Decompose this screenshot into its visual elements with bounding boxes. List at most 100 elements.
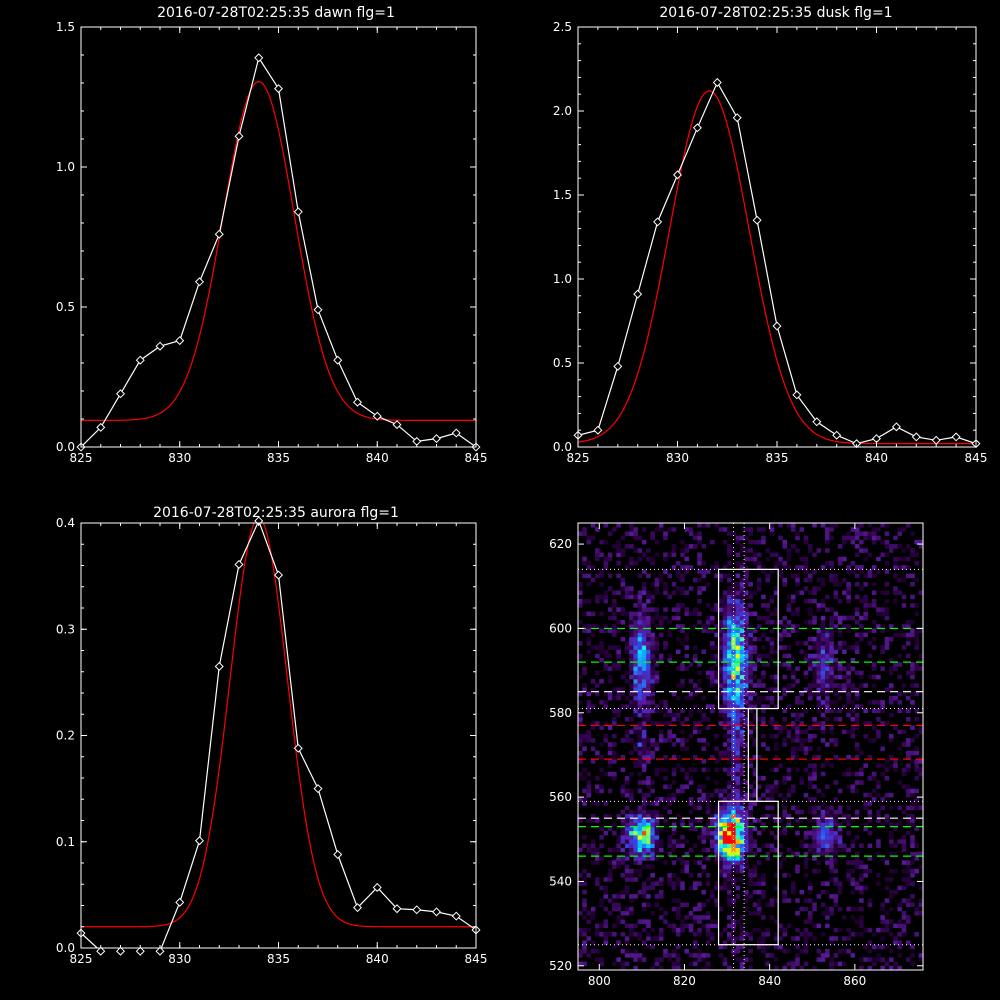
heatmap-cell [854, 851, 860, 857]
heatmap-cell [697, 835, 702, 840]
heatmap-cell [722, 666, 728, 671]
heatmap-cell [735, 885, 741, 891]
heatmap-cell [773, 611, 779, 617]
heatmap-cell [671, 843, 677, 849]
heatmap-cell [722, 594, 728, 600]
heatmap-cell [727, 746, 732, 752]
heatmap-cell [684, 548, 690, 553]
heatmap-cell [905, 754, 911, 760]
heatmap-cell [825, 645, 830, 650]
heatmap-cell [722, 940, 728, 945]
heatmap-cell [901, 767, 907, 773]
heatmap-cell [829, 738, 834, 743]
heatmap-cell [667, 843, 672, 849]
dusk-data-point [772, 321, 782, 331]
heatmap-cell [739, 565, 745, 570]
heatmap-cell [629, 847, 634, 853]
heatmap-cell [854, 742, 860, 747]
heatmap-cell [910, 851, 915, 857]
heatmap-cell [833, 953, 839, 958]
heatmap-cell [846, 822, 851, 827]
heatmap-cell [658, 729, 664, 735]
heatmap-cell [633, 594, 638, 600]
heatmap-cell [680, 577, 685, 583]
heatmap-cell [705, 961, 711, 967]
heatmap-cell [671, 881, 677, 886]
heatmap-cell [624, 953, 630, 958]
heatmap-cell [680, 885, 685, 891]
heatmap-cell [829, 822, 834, 827]
heatmap-cell [731, 839, 736, 844]
heatmap-cell [578, 927, 583, 933]
heatmap-cell [688, 822, 694, 827]
heatmap-cell [739, 712, 745, 718]
heatmap-cell [756, 830, 762, 836]
heatmap-cell [752, 645, 758, 650]
heatmap-cell [684, 556, 690, 562]
heatmap-cell [722, 636, 728, 642]
heatmap-cell [765, 695, 770, 701]
heatmap-cell [650, 662, 655, 667]
heatmap-cell [854, 531, 860, 536]
heatmap-cell [910, 548, 915, 553]
heatmap-cell [842, 624, 847, 629]
heatmap-cell [599, 679, 604, 684]
heatmap-cell [650, 607, 655, 612]
heatmap-cell [854, 573, 860, 579]
heatmap-cell [654, 582, 660, 587]
heatmap-cell [752, 767, 758, 773]
heatmap-cell [582, 889, 587, 895]
heatmap-cell [837, 544, 843, 549]
heatmap-cell [633, 653, 638, 659]
heatmap-cell [761, 569, 766, 574]
heatmap-cell [718, 830, 724, 836]
heatmap-cell [629, 953, 634, 958]
heatmap-cell [905, 915, 911, 920]
heatmap-cell [718, 624, 724, 629]
heatmap-cell [888, 877, 894, 882]
heatmap-cells [578, 523, 924, 971]
heatmap-cell [842, 683, 847, 688]
heatmap-cell [910, 788, 915, 794]
heatmap-cell [727, 544, 732, 549]
heatmap-cell [697, 687, 702, 692]
heatmap-cell [646, 645, 651, 650]
heatmap-cell [680, 843, 685, 849]
heatmap-cell [731, 927, 736, 933]
heatmap-cell [633, 826, 638, 832]
heatmap-cell [688, 797, 694, 802]
heatmap-cell [641, 940, 647, 945]
heatmap-cell [637, 636, 643, 642]
heatmap-cell [654, 961, 660, 967]
aurora-data-point [372, 882, 382, 892]
heatmap-cell [663, 552, 668, 558]
heatmap-cell [675, 611, 681, 617]
heatmap-cell [820, 957, 826, 962]
heatmap-cell [629, 683, 634, 688]
heatmap-cell [658, 877, 664, 882]
heatmap-cell [620, 636, 626, 642]
heatmap-cell [633, 860, 638, 865]
heatmap-cell [624, 885, 630, 891]
heatmap-cell [629, 666, 634, 671]
heatmap-cell [620, 894, 626, 899]
heatmap-cell [893, 767, 898, 773]
heatmap-cell [722, 565, 728, 570]
heatmap-cell [658, 927, 664, 933]
heatmap-cell [663, 754, 668, 760]
heatmap-cell [910, 662, 915, 667]
heatmap-cell [650, 594, 655, 600]
heatmap-cell [905, 695, 911, 701]
heatmap-cell [731, 704, 736, 709]
heatmap-cell [769, 716, 775, 722]
heatmap-cell [863, 611, 868, 617]
heatmap-cell [612, 527, 617, 532]
heatmap-cell [782, 898, 787, 903]
heatmap-cell [688, 662, 694, 667]
heatmap-cell [705, 915, 711, 920]
heatmap-cell [727, 792, 732, 798]
heatmap-cell [748, 797, 753, 802]
heatmap-cell [693, 535, 698, 541]
heatmap-cell [629, 590, 634, 595]
heatmap-cell [842, 535, 847, 541]
